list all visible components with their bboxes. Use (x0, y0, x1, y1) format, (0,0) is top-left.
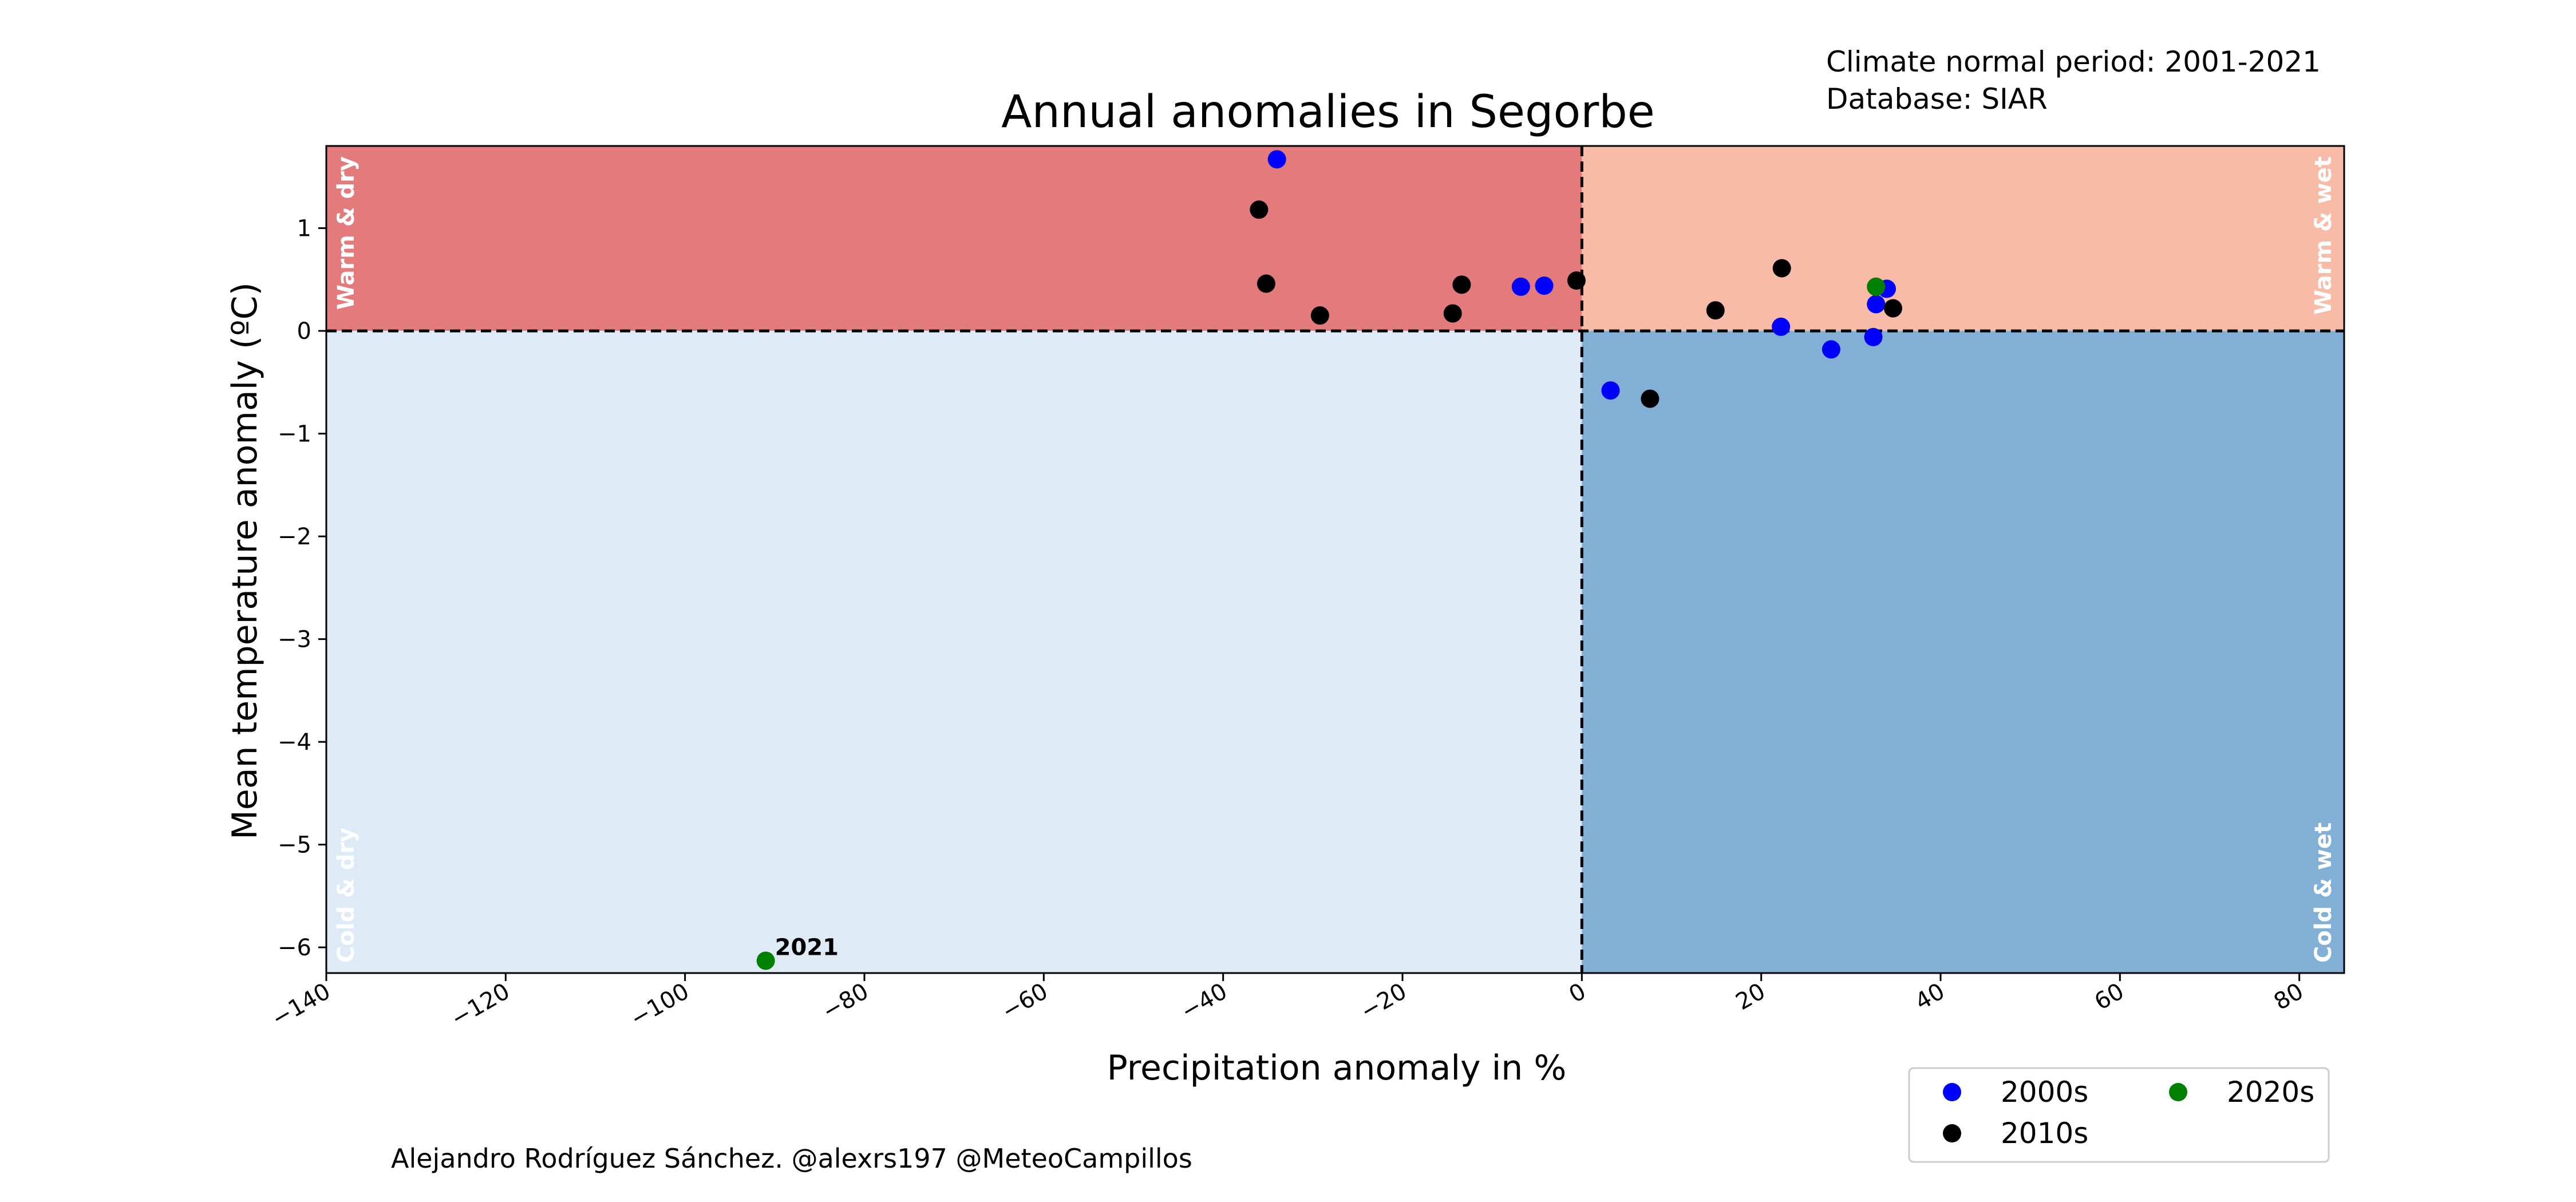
x-axis-label: Precipitation anomaly in % (1107, 1048, 1567, 1088)
x-tick-label: −20 (1356, 978, 1411, 1025)
y-axis-label: Mean temperature anomaly (ºC) (225, 282, 265, 840)
quadrant-bg (326, 331, 1582, 973)
data-point-2010s (1310, 306, 1329, 325)
y-tick-label: −5 (278, 832, 311, 859)
data-point-2000s (1601, 381, 1620, 400)
point-annotation: 2021 (775, 934, 839, 960)
info-database: Database: SIAR (1826, 82, 2048, 116)
data-point-2010s (1257, 274, 1275, 293)
x-tick-label: −140 (267, 978, 335, 1033)
data-point-2000s (1511, 277, 1530, 296)
legend-box (1908, 1067, 2330, 1163)
x-tick-label: −40 (1177, 978, 1232, 1025)
y-tick-label: −6 (278, 935, 311, 961)
legend: 2000s 2010s 2020s (1908, 1067, 2330, 1163)
quadrant-bg (1582, 146, 2344, 331)
legend-marker (1943, 1124, 1961, 1142)
quadrant-labels: Warm & dry Warm & wet Cold & dry Cold & wet (333, 156, 2337, 963)
data-point-2000s (1772, 317, 1791, 336)
reference-lines (326, 146, 2344, 973)
legend-label: 2000s (2001, 1076, 2088, 1109)
quadrant-label: Cold & dry (333, 828, 359, 963)
plot-frame (325, 145, 2345, 974)
data-point-2000s (1267, 150, 1286, 169)
data-point-2000s (1822, 340, 1840, 359)
credit-text: Alejandro Rodríguez Sánchez. @alexrs197 … (391, 1143, 1192, 1174)
data-point-2010s (1567, 271, 1586, 290)
x-tick-label: −100 (626, 978, 694, 1033)
x-tick-label: −80 (818, 978, 873, 1025)
y-tick-label: 0 (297, 318, 311, 345)
quadrant-label: Warm & dry (333, 156, 359, 310)
x-tick-label: −60 (997, 978, 1052, 1025)
data-point-2010s (1641, 389, 1660, 408)
data-point-2010s (1452, 275, 1471, 294)
quadrant-label: Cold & wet (2310, 823, 2337, 963)
y-axis-ticks: −6 −5 −4 −3 −2 −1 0 1 (278, 216, 326, 961)
quadrant-label: Warm & wet (2310, 156, 2337, 315)
y-tick-label: −2 (278, 524, 311, 550)
info-normal-period: Climate normal period: 2001-2021 (1826, 45, 2321, 78)
x-axis-ticks: −140 −120 −100 −80 −60 −40 −20 0 20 40 60 80 (267, 973, 2308, 1033)
data-point-2010s (1250, 200, 1269, 219)
data-point-2000s (1535, 276, 1554, 295)
quadrant-bg (326, 146, 1582, 331)
x-tick-label: −120 (447, 978, 514, 1033)
x-tick-label: 40 (1911, 978, 1949, 1015)
data-point-2020s (1867, 277, 1886, 296)
x-tick-label: 80 (2270, 978, 2308, 1015)
data-point-2000s (1867, 295, 1886, 314)
y-tick-label: 1 (297, 216, 311, 242)
data-points (756, 150, 1902, 970)
data-point-2010s (1706, 301, 1725, 320)
legend-marker (1943, 1083, 1961, 1101)
legend-label: 2010s (2001, 1117, 2088, 1150)
annotations: 2021 (775, 934, 839, 960)
legend-label: 2020s (2227, 1076, 2314, 1109)
data-point-2020s (756, 951, 775, 970)
y-tick-label: −4 (278, 729, 311, 756)
legend-marker (2169, 1083, 2187, 1101)
y-tick-label: −1 (278, 421, 311, 448)
chart-title: Annual anomalies in Segorbe (1001, 86, 1655, 138)
y-tick-label: −3 (278, 627, 311, 653)
data-point-2010s (1883, 299, 1902, 318)
x-tick-label: 20 (1732, 978, 1770, 1015)
quadrant-bg (1582, 331, 2344, 973)
x-tick-label: 0 (1564, 978, 1590, 1009)
x-tick-label: 60 (2090, 978, 2128, 1015)
data-point-2000s (1864, 327, 1883, 346)
data-point-2010s (1772, 259, 1791, 278)
data-point-2010s (1443, 304, 1462, 323)
quadrant-backgrounds (326, 146, 2344, 973)
